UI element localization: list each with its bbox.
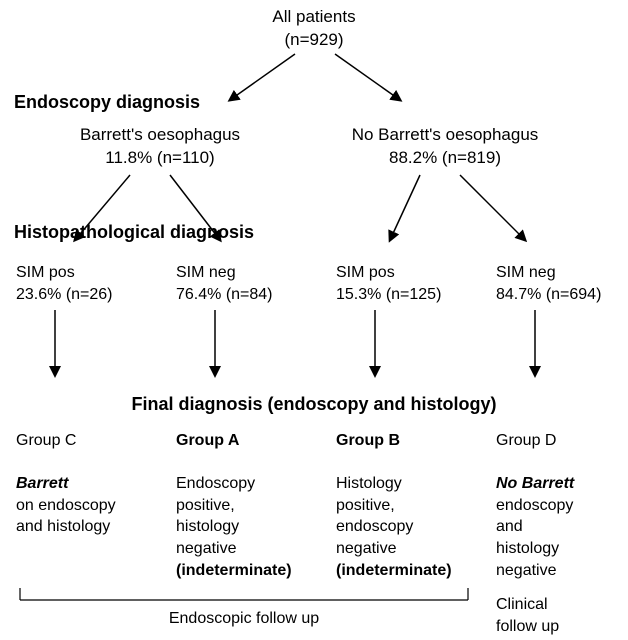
group-d-l3: and bbox=[496, 518, 523, 535]
group-a-name: Group A bbox=[176, 432, 239, 449]
level2-d: SIM neg 84.7% (n=694) bbox=[496, 262, 628, 305]
group-a-l1: Endoscopy bbox=[176, 475, 255, 492]
level1-left-l2: 11.8% (n=110) bbox=[105, 148, 214, 167]
section-histopath: Histopathological diagnosis bbox=[14, 222, 254, 243]
group-c-l1: Barrett bbox=[16, 475, 68, 492]
level2-b-l2: 76.4% (n=84) bbox=[176, 286, 273, 303]
group-b-l4: negative bbox=[336, 540, 397, 557]
section-final: Final diagnosis (endoscopy and histology… bbox=[0, 394, 628, 415]
group-c: Group C Barrett on endoscopy and histolo… bbox=[16, 430, 156, 538]
level1-right-l1: No Barrett's oesophagus bbox=[352, 125, 539, 144]
level1-right-l2: 88.2% (n=819) bbox=[389, 148, 501, 167]
group-a-l3: histology bbox=[176, 518, 239, 535]
level1-left-l1: Barrett's oesophagus bbox=[80, 125, 240, 144]
group-a: Group A Endoscopy positive, histology ne… bbox=[176, 430, 326, 581]
group-b-l1: Histology bbox=[336, 475, 402, 492]
group-d-l4: histology bbox=[496, 540, 559, 557]
group-d-name: Group D bbox=[496, 432, 556, 449]
group-c-l3: and histology bbox=[16, 518, 110, 535]
group-b-l2: positive, bbox=[336, 497, 395, 514]
level2-a-l1: SIM pos bbox=[16, 264, 75, 281]
level2-d-l1: SIM neg bbox=[496, 264, 556, 281]
level2-c-l1: SIM pos bbox=[336, 264, 395, 281]
group-d: Group D No Barrett endoscopy and histolo… bbox=[496, 430, 626, 581]
endoscopic-followup: Endoscopic follow up bbox=[20, 608, 468, 630]
group-b-name: Group B bbox=[336, 432, 400, 449]
group-a-l4: negative bbox=[176, 540, 237, 557]
clinical-l1: Clinical bbox=[496, 596, 548, 613]
group-b-l3: endoscopy bbox=[336, 518, 413, 535]
level1-right: No Barrett's oesophagus 88.2% (n=819) bbox=[330, 124, 560, 170]
root-line2: (n=929) bbox=[284, 30, 343, 49]
group-d-l2: endoscopy bbox=[496, 497, 573, 514]
group-a-l5: (indeterminate) bbox=[176, 562, 292, 579]
group-b-l5: (indeterminate) bbox=[336, 562, 452, 579]
root-node: All patients (n=929) bbox=[214, 6, 414, 52]
clinical-l2: follow up bbox=[496, 618, 559, 635]
level2-c: SIM pos 15.3% (n=125) bbox=[336, 262, 476, 305]
level2-c-l2: 15.3% (n=125) bbox=[336, 286, 441, 303]
level2-a-l2: 23.6% (n=26) bbox=[16, 286, 113, 303]
group-d-l5: negative bbox=[496, 562, 557, 579]
level2-d-l2: 84.7% (n=694) bbox=[496, 286, 601, 303]
group-a-l2: positive, bbox=[176, 497, 235, 514]
group-b: Group B Histology positive, endoscopy ne… bbox=[336, 430, 486, 581]
clinical-followup: Clinical follow up bbox=[496, 594, 626, 637]
level1-left: Barrett's oesophagus 11.8% (n=110) bbox=[60, 124, 260, 170]
level2-a: SIM pos 23.6% (n=26) bbox=[16, 262, 156, 305]
group-d-l1: No Barrett bbox=[496, 475, 574, 492]
group-c-name: Group C bbox=[16, 432, 76, 449]
root-line1: All patients bbox=[272, 7, 355, 26]
section-endoscopy: Endoscopy diagnosis bbox=[14, 92, 200, 113]
level2-b: SIM neg 76.4% (n=84) bbox=[176, 262, 316, 305]
level2-b-l1: SIM neg bbox=[176, 264, 236, 281]
group-c-l2: on endoscopy bbox=[16, 497, 116, 514]
